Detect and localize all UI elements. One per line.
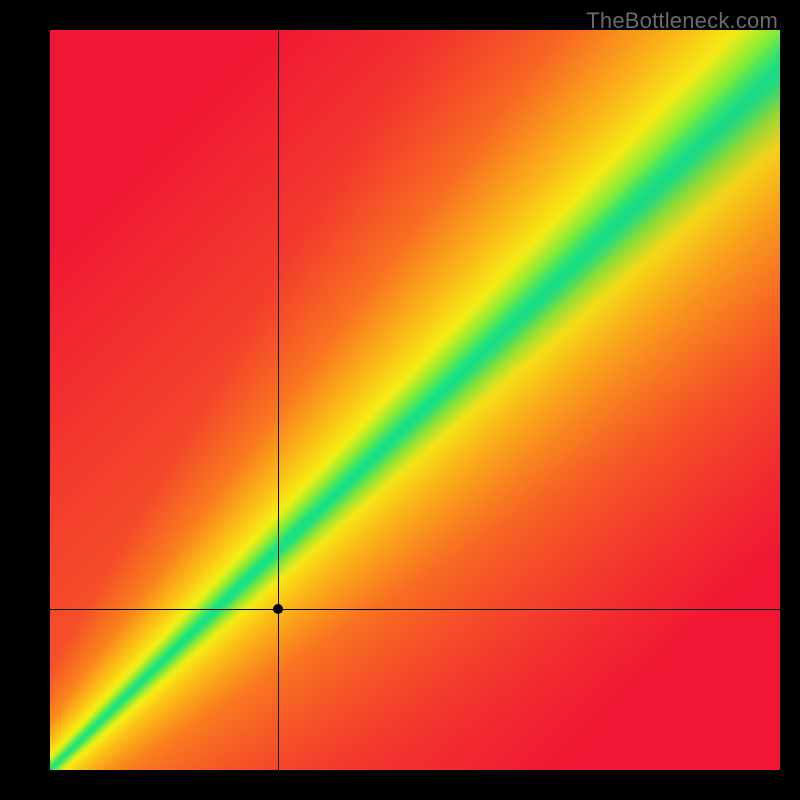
watermark-text: TheBottleneck.com [586,8,778,34]
plot-area [50,30,780,770]
crosshair-vertical-line [278,30,279,770]
crosshair-horizontal-line [50,609,780,610]
crosshair-marker-dot [273,604,283,614]
heatmap-canvas [50,30,780,770]
